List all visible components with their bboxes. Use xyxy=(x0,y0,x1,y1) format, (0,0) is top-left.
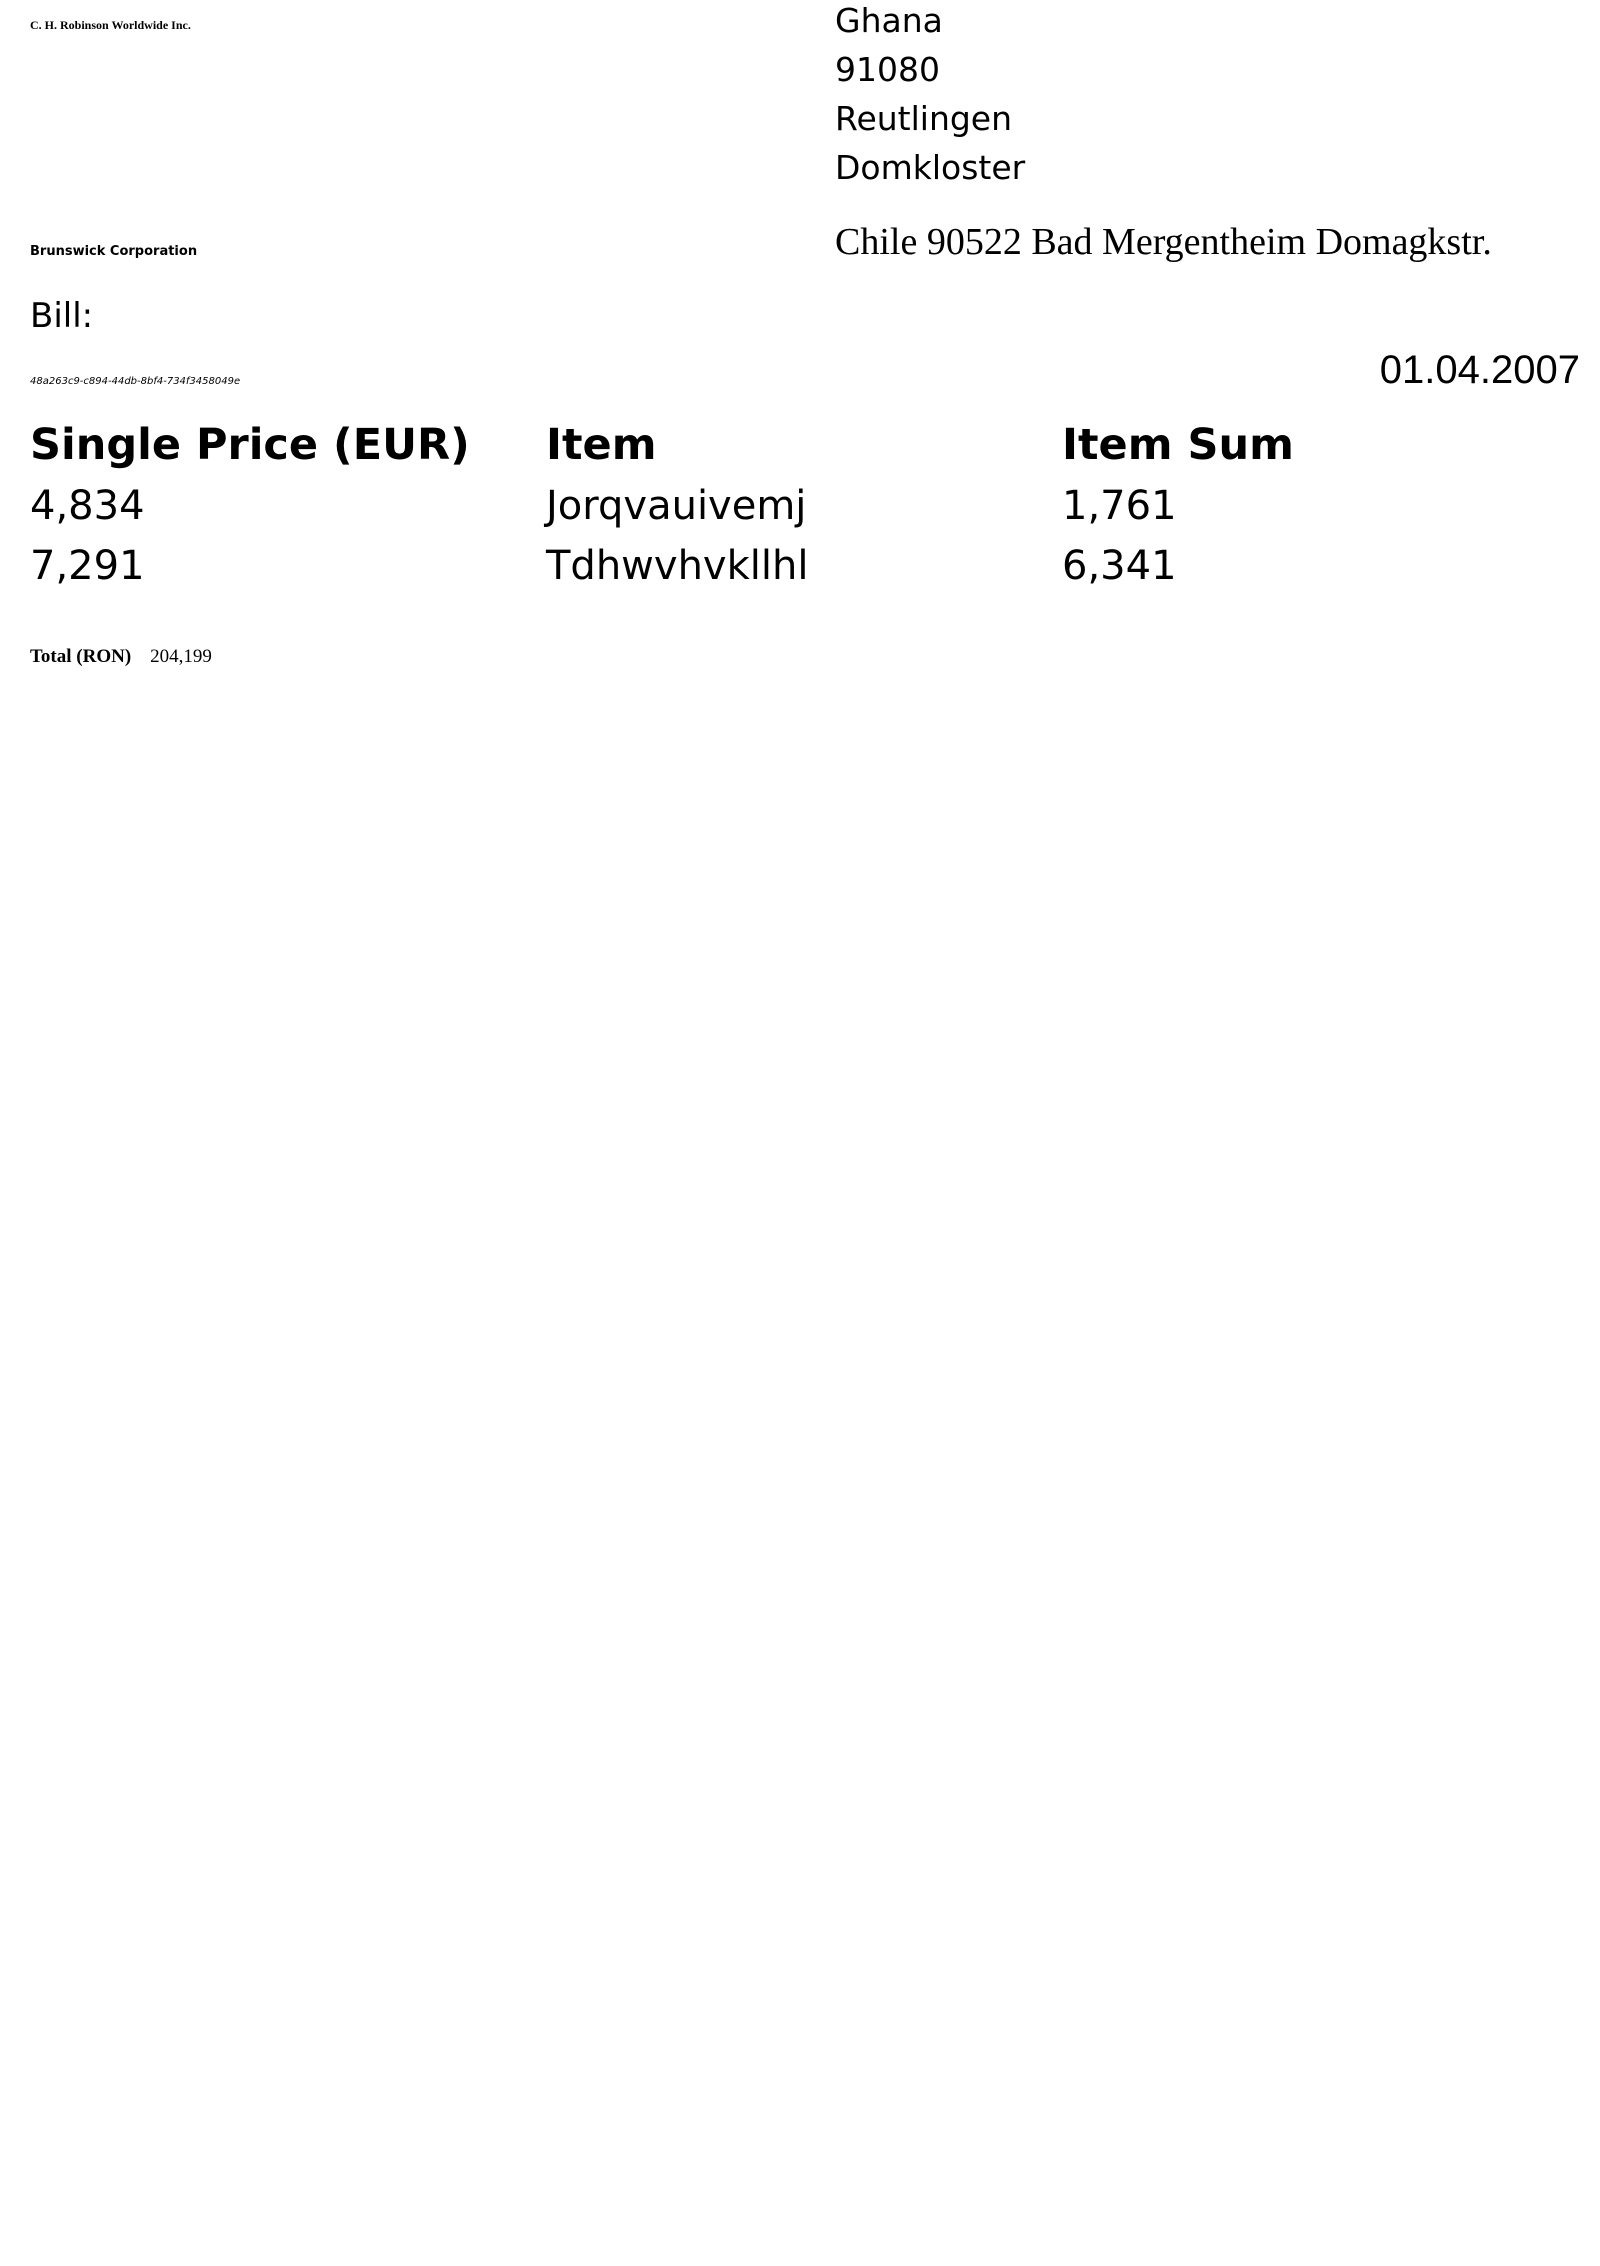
cell-item: Jorqvauivemj xyxy=(546,483,807,529)
header-item: Item xyxy=(546,420,657,470)
total-line: Total (RON) 204,199 xyxy=(30,646,212,668)
cell-single-price: 7,291 xyxy=(30,543,145,589)
table-row: 7,291 Tdhwvhvkllhl 6,341 xyxy=(30,536,1580,596)
bill-label: Bill: xyxy=(30,296,94,336)
cell-item-sum: 1,761 xyxy=(1062,483,1177,529)
recipient-address-block: Ghana 91080 Reutlingen Domkloster xyxy=(835,0,1025,192)
cell-single-price: 4,834 xyxy=(30,483,145,529)
header-item-sum: Item Sum xyxy=(1062,420,1294,470)
total-spacer xyxy=(136,646,146,667)
customer-address: Chile 90522 Bad Mergentheim Domagkstr. xyxy=(835,221,1492,263)
total-label: Total (RON) xyxy=(30,646,132,667)
sender-company-name: C. H. Robinson Worldwide Inc. xyxy=(30,18,191,32)
table-row: 4,834 Jorqvauivemj 1,761 xyxy=(30,476,1580,536)
recipient-street: Domkloster xyxy=(835,148,1026,187)
cell-item: Tdhwvhvkllhl xyxy=(546,543,809,589)
table-header-row: Single Price (EUR) Item Item Sum xyxy=(30,414,1580,476)
header-single-price: Single Price (EUR) xyxy=(30,420,470,470)
bill-date: 01.04.2007 xyxy=(1379,348,1580,392)
recipient-country: Ghana xyxy=(835,1,943,40)
total-value: 204,199 xyxy=(150,646,212,667)
bill-id: 48a263c9-c894-44db-8bf4-734f3458049e xyxy=(30,376,241,387)
cell-item-sum: 6,341 xyxy=(1062,543,1177,589)
recipient-postal-code: 91080 xyxy=(835,50,940,89)
customer-company-name: Brunswick Corporation xyxy=(30,244,198,259)
recipient-city: Reutlingen xyxy=(835,99,1013,138)
items-table: Single Price (EUR) Item Item Sum 4,834 J… xyxy=(30,414,1580,596)
